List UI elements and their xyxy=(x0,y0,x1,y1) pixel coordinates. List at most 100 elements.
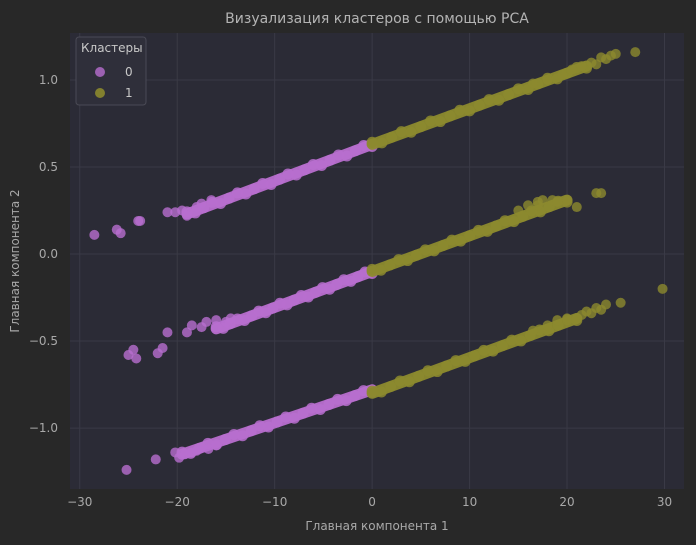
cluster-1-point xyxy=(515,335,527,347)
y-tick-label: −1.0 xyxy=(29,421,58,435)
cluster-0-point xyxy=(128,344,139,355)
cluster-1-point xyxy=(576,309,587,320)
cluster-0-point xyxy=(245,425,257,437)
cluster-0-point xyxy=(219,434,231,446)
cluster-1-point xyxy=(630,47,641,58)
cluster-0-point xyxy=(89,229,100,240)
cluster-0-point xyxy=(307,158,319,170)
cluster-1-point xyxy=(571,202,582,213)
cluster-0-point xyxy=(297,407,309,419)
cluster-0-point xyxy=(265,178,277,190)
cluster-1-point xyxy=(459,355,471,367)
cluster-0-point xyxy=(150,454,161,465)
cluster-1-point xyxy=(557,69,568,80)
cluster-0-point xyxy=(332,149,344,161)
cluster-0-point xyxy=(237,430,249,442)
y-tick-label: 0.5 xyxy=(39,160,58,174)
cluster-0-point xyxy=(228,429,240,441)
scatter-points xyxy=(89,47,668,475)
x-tick-label: −30 xyxy=(67,495,92,509)
series-cluster-0 xyxy=(89,138,378,475)
cluster-1-point xyxy=(542,320,553,331)
cluster-1-point xyxy=(506,334,518,346)
cluster-0-point xyxy=(282,168,294,180)
cluster-1-point xyxy=(591,59,602,70)
cluster-1-point xyxy=(446,234,458,246)
chart-title: Визуализация кластеров с помощью PCA xyxy=(225,11,529,27)
cluster-0-point xyxy=(162,327,173,338)
cluster-1-point xyxy=(410,249,422,261)
cluster-0-point xyxy=(274,173,286,185)
cluster-0-point xyxy=(186,320,197,331)
cluster-0-point xyxy=(271,416,283,428)
cluster-0-point xyxy=(288,412,300,424)
cluster-1-point xyxy=(385,380,397,392)
cluster-0-point xyxy=(290,169,302,181)
legend-marker-0 xyxy=(95,67,105,77)
cluster-0-point xyxy=(157,343,168,354)
cluster-1-point xyxy=(499,215,511,227)
x-tick-label: 0 xyxy=(368,495,376,509)
x-axis-title: Главная компонента 1 xyxy=(305,519,448,533)
cluster-1-point xyxy=(512,83,524,95)
cluster-1-point xyxy=(393,254,405,266)
cluster-1-point xyxy=(490,220,502,232)
cluster-0-point xyxy=(257,177,269,189)
cluster-0-point xyxy=(135,215,146,226)
cluster-0-point xyxy=(358,139,370,151)
cluster-0-point xyxy=(248,183,260,195)
cluster-1-point xyxy=(386,131,398,143)
cluster-1-point xyxy=(366,263,378,275)
cluster-1-point xyxy=(395,126,407,138)
cluster-0-point xyxy=(231,187,243,199)
cluster-1-point xyxy=(615,297,626,308)
cluster-1-point xyxy=(425,115,437,127)
plot-area xyxy=(70,33,684,489)
cluster-1-point xyxy=(481,225,493,237)
cluster-1-point xyxy=(415,121,427,133)
cluster-0-point xyxy=(349,390,361,402)
cluster-1-point xyxy=(478,344,490,356)
cluster-0-point xyxy=(357,385,369,397)
cluster-0-point xyxy=(203,443,214,454)
cluster-0-point xyxy=(215,197,227,209)
legend-label-0: 0 xyxy=(125,65,133,79)
cluster-1-point xyxy=(454,104,466,116)
cluster-0-point xyxy=(324,154,336,166)
legend-box xyxy=(75,36,147,106)
cluster-1-point xyxy=(532,200,543,211)
cluster-0-point xyxy=(223,192,235,204)
cluster-1-point xyxy=(431,366,443,378)
cluster-1-point xyxy=(366,136,378,148)
y-axis-title: Главная компонента 2 xyxy=(8,189,22,332)
cluster-1-point xyxy=(419,244,431,256)
cluster-0-point xyxy=(211,315,222,326)
legend: Кластеры 0 1 xyxy=(75,36,147,106)
cluster-1-point xyxy=(552,196,563,207)
cluster-1-point xyxy=(657,283,668,294)
cluster-0-point xyxy=(162,207,173,218)
tick-labels: −30 −20 −10 0 10 20 30 −1.0 −0.5 0.0 0.5 1.0 xyxy=(29,73,672,509)
cluster-1-point xyxy=(375,264,387,276)
cluster-0-point xyxy=(314,403,326,415)
cluster-1-point xyxy=(496,340,508,352)
cluster-0-point xyxy=(181,210,192,221)
cluster-1-point xyxy=(596,304,607,315)
y-tick-label: 0.0 xyxy=(39,247,58,261)
cluster-1-point xyxy=(468,350,480,362)
cluster-0-point xyxy=(181,327,192,338)
x-tick-label: −20 xyxy=(165,495,190,509)
cluster-1-point xyxy=(566,64,577,75)
cluster-1-point xyxy=(503,89,515,101)
cluster-0-point xyxy=(280,411,292,423)
cluster-1-point xyxy=(464,105,476,117)
y-tick-label: −0.5 xyxy=(29,334,58,348)
cluster-1-point xyxy=(473,99,485,111)
cluster-1-point xyxy=(610,48,621,59)
y-tick-label: 1.0 xyxy=(39,73,58,87)
cluster-0-point xyxy=(196,198,207,209)
cluster-1-point xyxy=(596,188,607,199)
cluster-0-point xyxy=(316,159,328,171)
cluster-1-point xyxy=(542,74,553,85)
cluster-0-point xyxy=(121,464,132,475)
